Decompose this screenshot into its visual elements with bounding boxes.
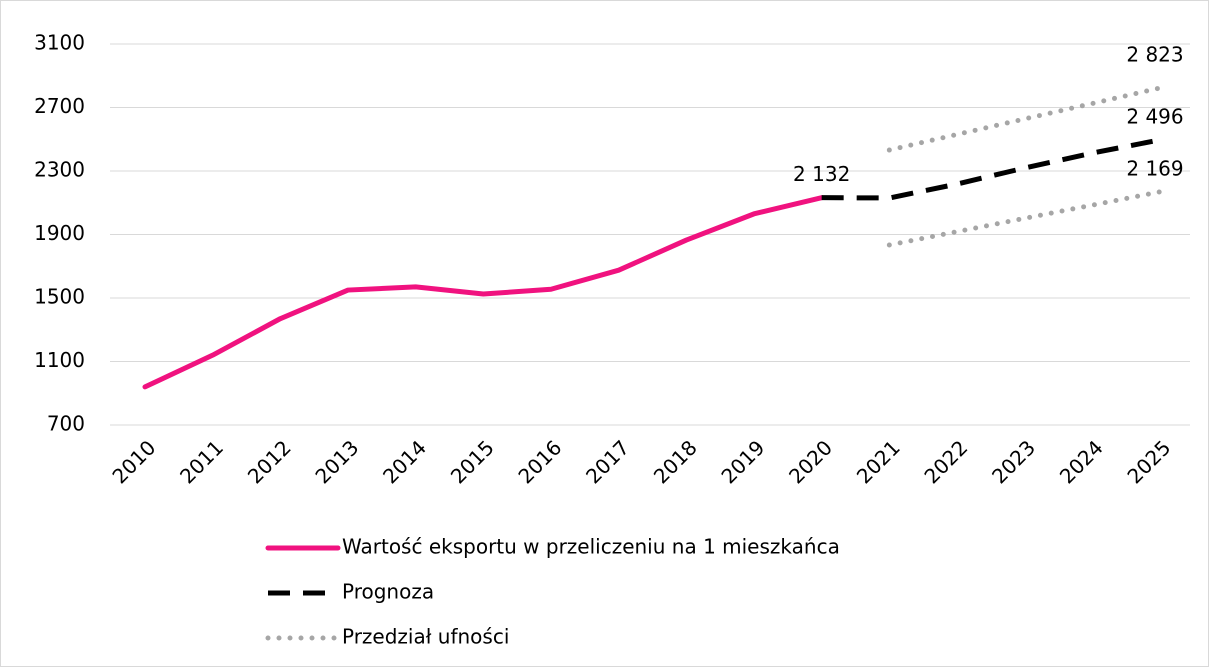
x-tick-label: 2019 (716, 435, 769, 488)
y-tick-label: 2300 (34, 158, 85, 182)
series-line (886, 189, 1163, 248)
series-line (886, 85, 1163, 153)
y-tick-label: 3100 (34, 31, 85, 55)
legend-label: Przedział ufności (342, 625, 509, 649)
x-tick-label: 2022 (919, 435, 972, 488)
x-tick-label: 2013 (310, 435, 363, 488)
x-tick-label: 2014 (378, 435, 431, 488)
x-tick-label: 2015 (446, 435, 499, 488)
legend-label: Wartość eksportu w przeliczeniu na 1 mie… (342, 535, 840, 559)
y-tick-label: 2700 (34, 94, 85, 118)
x-tick-label: 2011 (175, 435, 228, 488)
data-label: 2 169 (1126, 156, 1183, 180)
x-tick-label: 2025 (1122, 435, 1175, 488)
x-tick-label: 2024 (1055, 435, 1108, 488)
x-tick-label: 2021 (852, 435, 905, 488)
y-tick-label: 1100 (34, 348, 85, 372)
x-tick-label: 2018 (649, 435, 702, 488)
x-tick-label: 2016 (513, 435, 566, 488)
y-tick-label: 1900 (34, 221, 85, 245)
y-tick-label: 700 (47, 412, 85, 436)
data-label: 2 496 (1126, 104, 1183, 128)
x-tick-label: 2020 (784, 435, 837, 488)
x-tick-label: 2023 (987, 435, 1040, 488)
legend-label: Prognoza (342, 580, 434, 604)
data-label: 2 823 (1126, 42, 1183, 66)
data-label: 2 132 (793, 162, 850, 186)
y-tick-label: 1500 (34, 285, 85, 309)
series-line (142, 195, 825, 390)
x-tick-label: 2010 (107, 435, 160, 488)
x-tick-label: 2012 (243, 435, 296, 488)
x-tick-label: 2017 (581, 435, 634, 488)
series-line (821, 137, 1161, 201)
